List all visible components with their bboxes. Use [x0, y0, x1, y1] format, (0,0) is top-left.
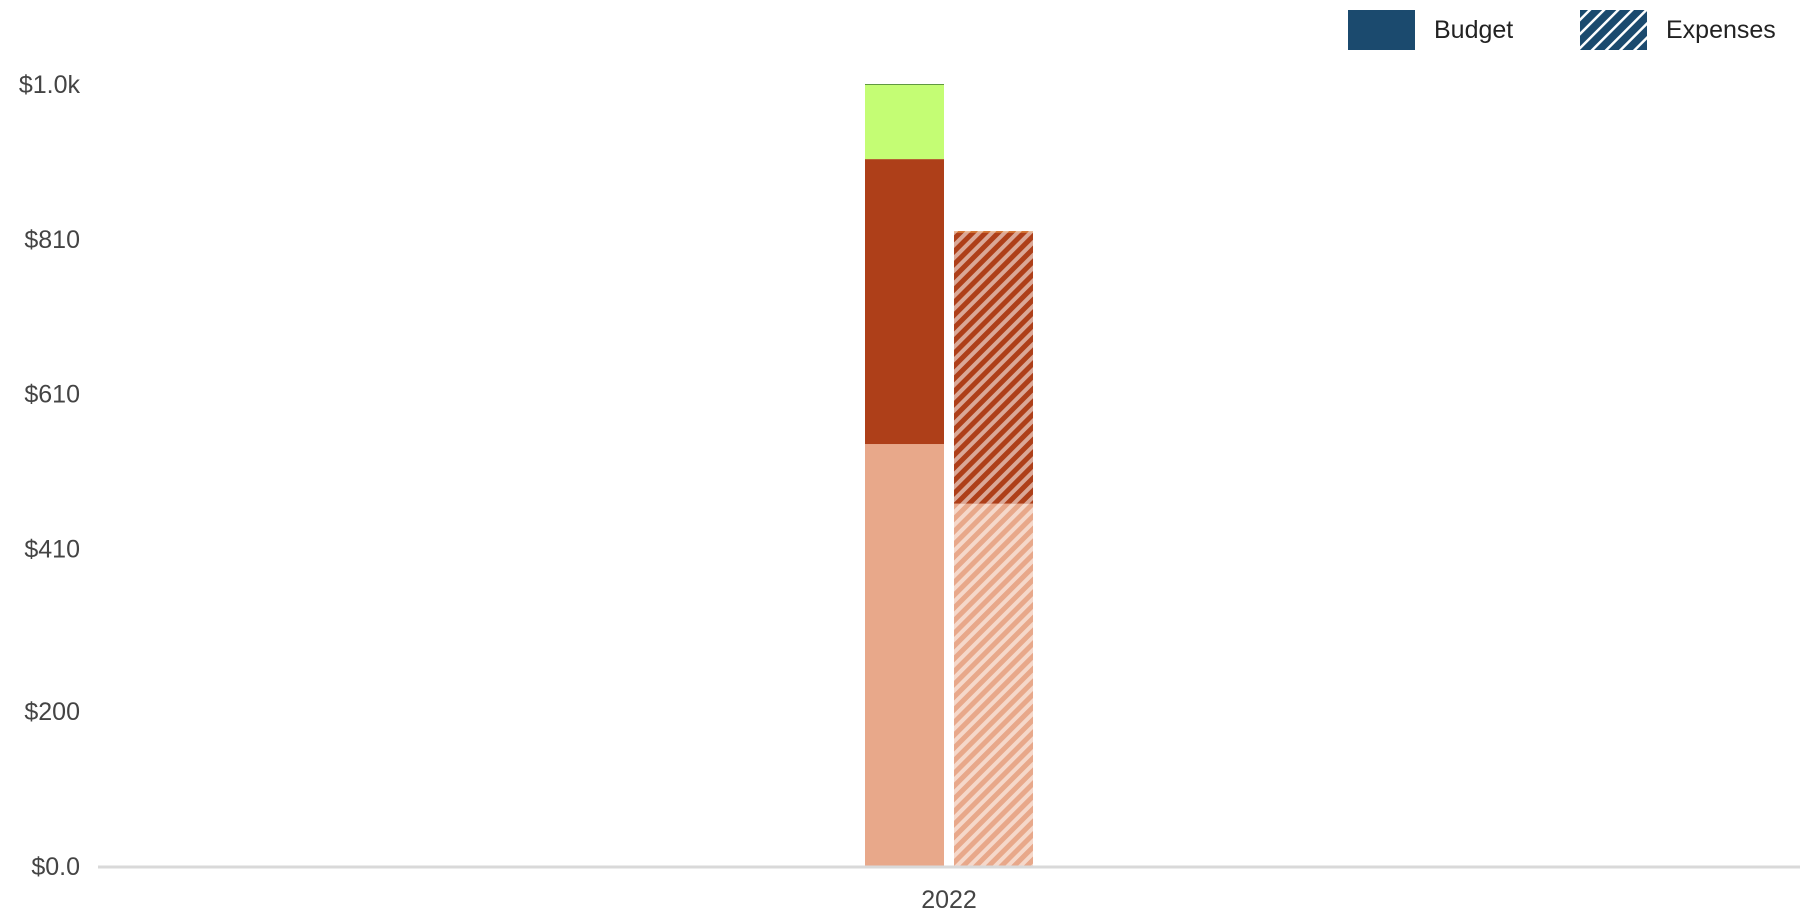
y-tick-label: $200 — [24, 698, 80, 726]
legend-label: Expenses — [1666, 16, 1776, 44]
legend: Budget Expenses — [1348, 10, 1776, 50]
y-tick-label: $1.0k — [19, 71, 81, 99]
y-tick-label: $0.0 — [31, 853, 80, 881]
y-tick-label: $810 — [24, 226, 80, 254]
x-axis: 2022 — [98, 865, 1800, 914]
bar-hatch-overlay — [954, 231, 1033, 233]
y-tick-label: $410 — [24, 536, 80, 564]
x-tick-label: 2022 — [921, 886, 977, 910]
legend-item-budget[interactable]: Budget — [1348, 10, 1513, 50]
bar-segment-budget — [865, 444, 944, 866]
bar-segment-budget — [865, 84, 944, 160]
y-tick-label: $610 — [24, 381, 80, 409]
y-axis: $0.0 $200 $410 $610 $810 $1.0k — [19, 71, 81, 881]
bar-hatch-overlay — [954, 503, 1033, 866]
bar-segment-budget — [865, 159, 944, 445]
legend-swatch-solid — [1348, 10, 1415, 50]
bars — [865, 84, 1033, 866]
bar-segment-budget — [865, 84, 944, 85]
legend-label: Budget — [1434, 16, 1513, 44]
legend-swatch-hatch — [1580, 10, 1647, 50]
bar-hatch-overlay — [954, 232, 1033, 504]
legend-item-expenses[interactable]: Expenses — [1580, 10, 1776, 50]
